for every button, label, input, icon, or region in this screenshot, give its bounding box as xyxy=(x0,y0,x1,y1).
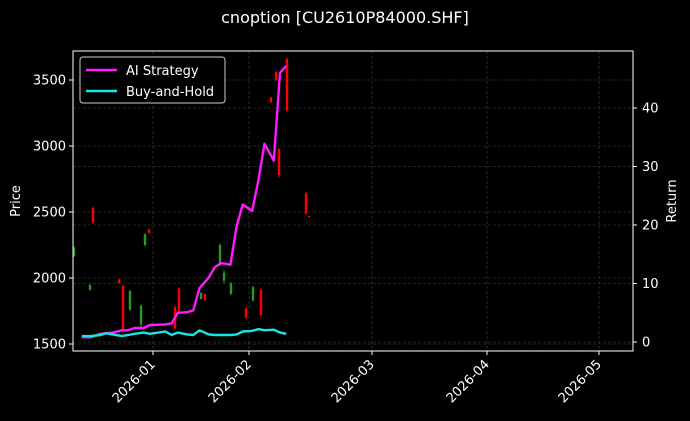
candle-body xyxy=(285,58,289,111)
candle-body xyxy=(259,289,263,315)
candle-body xyxy=(147,229,151,234)
candle-body xyxy=(72,247,76,256)
candle-body xyxy=(128,291,132,310)
plot-frame xyxy=(72,50,634,352)
grid-lines xyxy=(73,51,633,351)
y-left-tick-label: 3000 xyxy=(33,140,66,155)
candle-body xyxy=(117,279,121,284)
candle-body xyxy=(244,308,248,318)
candle-body xyxy=(199,292,203,300)
legend: AI Strategy Buy-and-Hold xyxy=(79,56,226,104)
y-right-tick-label: 30 xyxy=(642,160,659,175)
candle-body xyxy=(218,245,222,265)
candle-body xyxy=(269,97,273,103)
x-tick-label: 2026-04 xyxy=(444,357,493,406)
candle-body xyxy=(177,288,181,311)
candle-body xyxy=(307,215,311,218)
candle-body xyxy=(277,148,281,176)
candle-body xyxy=(88,284,92,290)
candle-body xyxy=(304,193,308,214)
y-axis-left-label: Price xyxy=(9,185,24,217)
candle-body xyxy=(203,293,207,301)
candle-body xyxy=(251,287,255,301)
buy-and-hold-line xyxy=(81,327,287,338)
y-right-tick-label: 20 xyxy=(642,219,659,234)
ai-strategy-line xyxy=(81,65,288,339)
y-left-tick-label: 1500 xyxy=(33,338,66,353)
candle-body xyxy=(222,272,226,281)
y-left-tick-label: 2000 xyxy=(33,272,66,287)
x-tick-label: 2026-01 xyxy=(110,357,159,406)
x-tick-label: 2026-02 xyxy=(206,357,255,406)
y-left-tick-label: 3500 xyxy=(33,74,66,89)
y-right-tick-label: 40 xyxy=(642,102,659,117)
legend-buy-and-hold-label: Buy-and-Hold xyxy=(126,85,214,100)
legend-ai-strategy-label: AI Strategy xyxy=(126,64,199,79)
candle-body xyxy=(274,72,278,80)
x-tick-label: 2026-03 xyxy=(329,357,378,406)
y-axis-right-label: Return xyxy=(665,179,680,222)
y-right-tick-label: 10 xyxy=(642,277,659,292)
y-right-tick-label: 0 xyxy=(642,336,650,351)
return-lines xyxy=(81,65,288,339)
candle-body xyxy=(121,285,125,331)
candle-body xyxy=(91,208,95,223)
chart-title: cnoption [CU2610P84000.SHF] xyxy=(221,8,469,27)
y-left-tick-label: 2500 xyxy=(33,206,66,221)
candle-body xyxy=(139,305,143,325)
axes: 2026-01 2026-02 2026-03 2026-04 2026-05 1500 2… xyxy=(33,74,659,407)
candle-body xyxy=(229,283,233,294)
candle-body xyxy=(143,234,147,245)
x-tick-label: 2026-05 xyxy=(556,357,605,406)
